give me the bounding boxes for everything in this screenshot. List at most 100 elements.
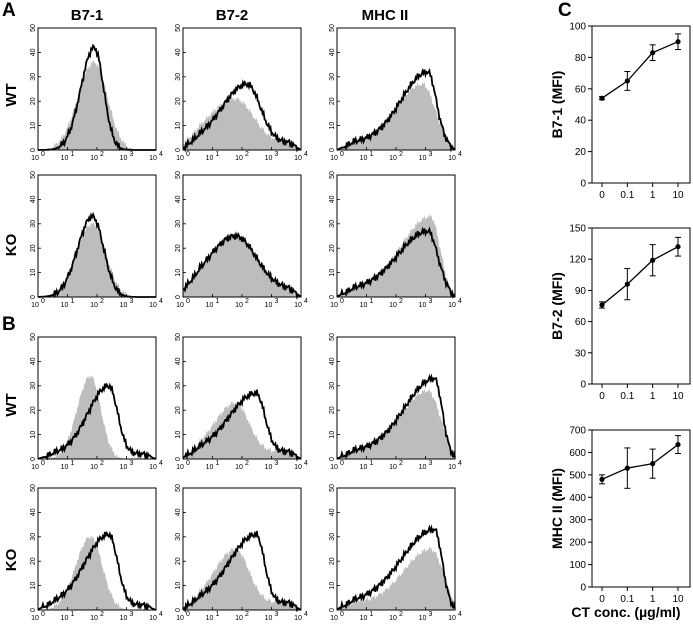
histogram-b-ko-mhc-ii-x-tick-1: 10 xyxy=(360,615,368,622)
histogram-a-wt-b7-2-y-tick-0: 0 xyxy=(175,148,182,152)
histogram-b-ko-b7-1-grey-fill xyxy=(38,535,156,610)
histogram-b-wt-b7-2-grey-fill xyxy=(183,401,301,459)
line-chart-b7-1-mfi-point-1 xyxy=(624,78,630,84)
histogram-b-ko-mhc-ii-x-tick-exp-4: 4 xyxy=(458,611,462,618)
histogram-b-ko-b7-2-x-tick-0: 10 xyxy=(176,615,184,622)
histogram-b-ko-mhc-ii-x-tick-4: 10 xyxy=(448,615,456,622)
histogram-b-ko-b7-2-y-tick-0: 0 xyxy=(175,608,182,612)
histogram-a-wt-b7-2-x-tick-exp-3: 3 xyxy=(275,151,279,158)
line-chart-b7-1-mfi-point-3 xyxy=(675,39,681,45)
histogram-a-ko-b7-1-y-tick-20: 20 xyxy=(30,244,37,252)
histogram-a-ko-mhc-ii-y-tick-10: 10 xyxy=(329,269,336,277)
histogram-b-wt-b7-1-y-tick-30: 30 xyxy=(30,382,37,390)
row-label-a-ko: KO xyxy=(3,233,20,256)
histogram-b-wt-b7-1-x-tick-exp-2: 2 xyxy=(100,460,104,467)
histogram-b-ko-mhc-ii-y-tick-10: 10 xyxy=(329,582,336,590)
histogram-a-ko-b7-2-x-tick-exp-3: 3 xyxy=(275,298,279,305)
histogram-b-wt-b7-2-x-tick-1: 10 xyxy=(206,464,214,471)
line-chart-b7-1-mfi-y-tick-20: 20 xyxy=(575,147,587,158)
row-label-a-wt: WT xyxy=(3,83,20,106)
histogram-b-ko-b7-1-y-tick-20: 20 xyxy=(30,557,37,565)
histogram-a-ko-mhc-ii-y-tick-0: 0 xyxy=(329,295,336,299)
histogram-b-wt-mhc-ii-x-tick-exp-4: 4 xyxy=(458,460,462,467)
histogram-a-ko-mhc-ii-x-tick-0: 10 xyxy=(330,302,338,309)
histogram-b-ko-b7-2-black-line xyxy=(182,530,302,613)
panel-letter-a: A xyxy=(2,0,16,21)
histogram-b-ko-b7-2-x-tick-exp-1: 1 xyxy=(216,611,220,618)
histogram-a-ko-b7-2-x-tick-1: 10 xyxy=(206,302,214,309)
histogram-a-wt-b7-1-y-tick-50: 50 xyxy=(30,24,37,32)
histogram-b-ko-mhc-ii-x-tick-0: 10 xyxy=(330,615,338,622)
histogram-b-wt-b7-1-x-tick-1: 10 xyxy=(61,464,69,471)
histogram-a-wt-b7-2-y-tick-10: 10 xyxy=(175,122,182,130)
histogram-a-ko-b7-2-x-tick-exp-2: 2 xyxy=(245,298,249,305)
histogram-b-ko-b7-1-y-tick-10: 10 xyxy=(30,582,37,590)
histogram-a-wt-b7-2-x-tick-1: 10 xyxy=(206,155,214,162)
histogram-a-wt-b7-1-x-tick-exp-2: 2 xyxy=(100,151,104,158)
histogram-a-wt-b7-2-y-tick-20: 20 xyxy=(175,97,182,105)
histogram-a-wt-b7-2-x-tick-0: 10 xyxy=(176,155,184,162)
histogram-b-wt-b7-2-x-tick-2: 10 xyxy=(235,464,243,471)
histogram-a-ko-b7-1-x-tick-exp-3: 3 xyxy=(130,298,134,305)
histogram-a-ko-b7-1-y-tick-50: 50 xyxy=(30,171,37,179)
line-chart-mhc-ii-mfi-x-tick-0: 0 xyxy=(599,594,605,605)
histogram-a-ko-b7-1-x-tick-0: 10 xyxy=(31,302,39,309)
histogram-b-ko-b7-2-grey-fill xyxy=(183,547,301,610)
line-chart-mhc-ii-mfi-frame xyxy=(591,429,691,588)
histogram-b-ko-b7-1-y-tick-30: 30 xyxy=(30,533,37,541)
line-chart-b7-1-mfi-y-tick-80: 80 xyxy=(575,53,587,64)
histogram-a-wt-mhc-ii-x-tick-exp-2: 2 xyxy=(399,151,403,158)
histogram-b-wt-b7-1-x-tick-3: 10 xyxy=(120,464,128,471)
line-chart-b7-2-mfi-y-tick-60: 60 xyxy=(575,317,587,328)
histogram-a-wt-mhc-ii-x-tick-3: 10 xyxy=(419,155,427,162)
histogram-a-ko-mhc-ii-black-line xyxy=(336,226,456,299)
histogram-b-wt-b7-1-x-tick-0: 10 xyxy=(31,464,39,471)
panel-letter-b: B xyxy=(2,314,16,335)
line-chart-b7-2-mfi-y-tick-90: 90 xyxy=(575,286,587,297)
histogram-b-ko-b7-2-x-tick-exp-0: 0 xyxy=(186,611,190,618)
histogram-b-ko-mhc-ii-y-tick-20: 20 xyxy=(329,557,336,565)
line-chart-b7-2-mfi-y-tick-30: 30 xyxy=(575,348,587,359)
histogram-b-ko-mhc-ii-black-line xyxy=(336,524,456,611)
histogram-b-ko-b7-2-x-tick-2: 10 xyxy=(235,615,243,622)
histogram-b-wt-mhc-ii-black-line xyxy=(336,373,456,460)
histogram-a-wt-mhc-ii-x-tick-exp-3: 3 xyxy=(429,151,433,158)
histogram-a-ko-mhc-ii-x-tick-exp-4: 4 xyxy=(458,298,462,305)
histogram-b-ko-b7-2-x-tick-exp-3: 3 xyxy=(275,611,279,618)
histogram-b-wt-b7-2-y-tick-50: 50 xyxy=(175,333,182,341)
histogram-b-wt-mhc-ii-y-tick-0: 0 xyxy=(329,457,336,461)
histogram-b-wt-b7-2-y-tick-0: 0 xyxy=(175,457,182,461)
histogram-b-ko-b7-2-y-tick-10: 10 xyxy=(175,582,182,590)
histogram-b-wt-b7-1-x-tick-exp-3: 3 xyxy=(130,460,134,467)
histogram-a-ko-mhc-ii-y-tick-20: 20 xyxy=(329,244,336,252)
histogram-a-wt-b7-1-y-tick-30: 30 xyxy=(30,73,37,81)
histogram-a-ko-b7-2-y-tick-0: 0 xyxy=(175,295,182,299)
line-chart-b7-2-mfi-x-tick-1: 1 xyxy=(650,391,656,402)
histogram-b-wt-mhc-ii-y-tick-50: 50 xyxy=(329,333,336,341)
histogram-a-ko-b7-2-x-tick-0: 10 xyxy=(176,302,184,309)
line-chart-mhc-ii-mfi: 0 100 200 300 400 500 600 700 0 0.1 1 10 MHC II (MFI… xyxy=(549,426,691,605)
histogram-a-wt-b7-2-x-tick-4: 10 xyxy=(294,155,302,162)
histogram-a-ko-b7-2-x-tick-4: 10 xyxy=(294,302,302,309)
histogram-b-wt-b7-2-y-tick-10: 10 xyxy=(175,431,182,439)
histogram-a-wt-mhc-ii-grey-fill xyxy=(337,81,455,150)
histogram-a-wt-mhc-ii-y-tick-0: 0 xyxy=(329,148,336,152)
histogram-a-wt-mhc-ii-y-tick-50: 50 xyxy=(329,24,336,32)
histogram-b-wt-b7-1-x-tick-exp-0: 0 xyxy=(41,460,45,467)
line-chart-b7-2-mfi: 0 30 60 90 120 150 0 0.1 1 10 B7-2 (MFI) xyxy=(549,224,691,402)
line-chart-b7-1-mfi-y-tick-100: 100 xyxy=(569,22,586,33)
histogram-a-ko-b7-1-y-tick-40: 40 xyxy=(30,195,37,203)
histogram-b-wt-mhc-ii-x-tick-exp-2: 2 xyxy=(399,460,403,467)
line-chart-b7-2-mfi-y-tick-120: 120 xyxy=(569,255,586,266)
line-chart-mhc-ii-mfi-point-1 xyxy=(624,465,630,471)
histogram-a-wt-mhc-ii-x-tick-exp-0: 0 xyxy=(340,151,344,158)
histogram-b-ko-mhc-ii-x-tick-exp-2: 2 xyxy=(399,611,403,618)
histogram-b-ko-b7-1-x-tick-exp-1: 1 xyxy=(71,611,75,618)
histogram-b-ko-b7-1-x-tick-3: 10 xyxy=(120,615,128,622)
histogram-b-ko-b7-2-y-tick-30: 30 xyxy=(175,533,182,541)
histogram-a-ko-b7-2-x-tick-3: 10 xyxy=(265,302,273,309)
